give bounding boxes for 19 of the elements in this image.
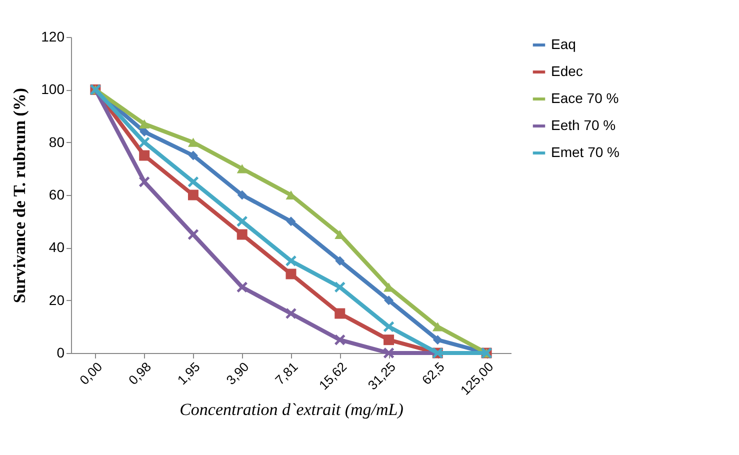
y-tick-label: 100	[41, 81, 65, 98]
y-axis-title: Survivance de T. rubrum (%)	[10, 88, 30, 304]
y-tick-label: 120	[41, 28, 65, 44]
y-tick-label: 0	[56, 344, 65, 360]
y-tick-label: 40	[48, 239, 65, 256]
x-tick-label: 62,5	[418, 359, 448, 388]
x-tick-label: 7,81	[272, 359, 301, 388]
x-tick-label: 0,98	[126, 359, 154, 388]
y-tick-label: 20	[48, 292, 65, 308]
x-tick-label: 0,00	[76, 359, 106, 388]
x-axis-title: Concentration d`extrait (mg/mL)	[180, 400, 404, 419]
legend-label: Eaq	[551, 36, 576, 52]
x-tick-label: 3,90	[223, 359, 252, 388]
legend-label: Edec	[551, 63, 583, 79]
legend-label: Eeth 70 %	[551, 117, 616, 133]
y-tick-label: 60	[48, 186, 65, 202]
legend-label: Emet 70 %	[551, 144, 620, 160]
legend-label: Eace 70 %	[551, 90, 619, 106]
y-tick-label: 80	[48, 134, 65, 150]
